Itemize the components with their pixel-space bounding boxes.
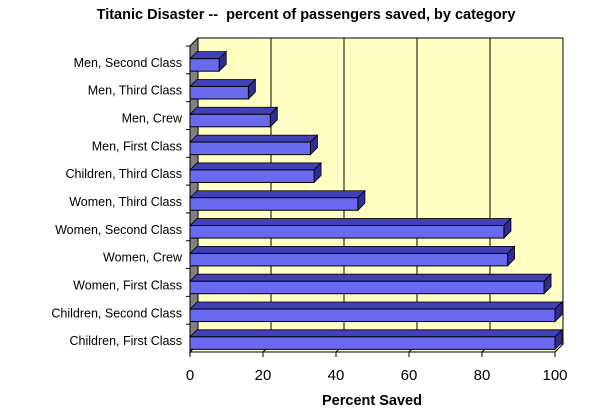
category-label: Men, First Class — [92, 139, 182, 153]
bar-top — [189, 79, 257, 87]
x-tick-label: 20 — [255, 367, 272, 384]
bar-top — [189, 273, 553, 282]
bar — [189, 280, 545, 295]
x-tick-label: 40 — [328, 367, 345, 384]
bar-top — [189, 218, 512, 226]
category-label: Women, First Class — [73, 278, 182, 292]
x-tick-label: 0 — [186, 367, 194, 384]
category-label: Children, Third Class — [66, 167, 182, 181]
bar — [189, 252, 509, 267]
x-tick-label: 60 — [401, 367, 418, 384]
category-label: Men, Third Class — [88, 84, 182, 98]
category-label: Men, Second Class — [74, 56, 182, 70]
bar — [189, 141, 311, 156]
category-label: Children, First Class — [69, 334, 182, 348]
x-tick-label: 80 — [474, 367, 491, 384]
bar — [189, 336, 556, 350]
bar-top — [189, 190, 366, 199]
category-label: Women, Crew — [103, 251, 183, 265]
bar-top — [189, 329, 563, 338]
bar-top — [189, 162, 323, 171]
bar — [189, 113, 271, 128]
bar — [189, 308, 556, 323]
category-label: Men, Crew — [122, 112, 183, 126]
bar — [189, 225, 505, 239]
category-label: Women, Second Class — [55, 223, 182, 237]
x-axis-label: Percent Saved — [322, 393, 422, 409]
y-axis: Men, Second Class Men, Third Class Men, Cr… — [51, 45, 191, 352]
category-label: Children, Second Class — [51, 306, 182, 320]
bar — [189, 169, 315, 183]
bar-top — [189, 134, 319, 143]
x-tick-label: 100 — [542, 367, 567, 384]
bar-top — [189, 106, 279, 115]
x-axis: 0 20 40 60 80 100 — [186, 351, 568, 384]
chart-title: Titanic Disaster -- percent of passenger… — [97, 7, 516, 23]
plot-area — [188, 36, 565, 354]
bar — [189, 85, 249, 100]
bar-top — [189, 245, 516, 254]
category-label: Women, Third Class — [69, 195, 182, 209]
bar — [189, 58, 220, 72]
bar — [189, 197, 359, 211]
bar-top — [189, 301, 563, 310]
